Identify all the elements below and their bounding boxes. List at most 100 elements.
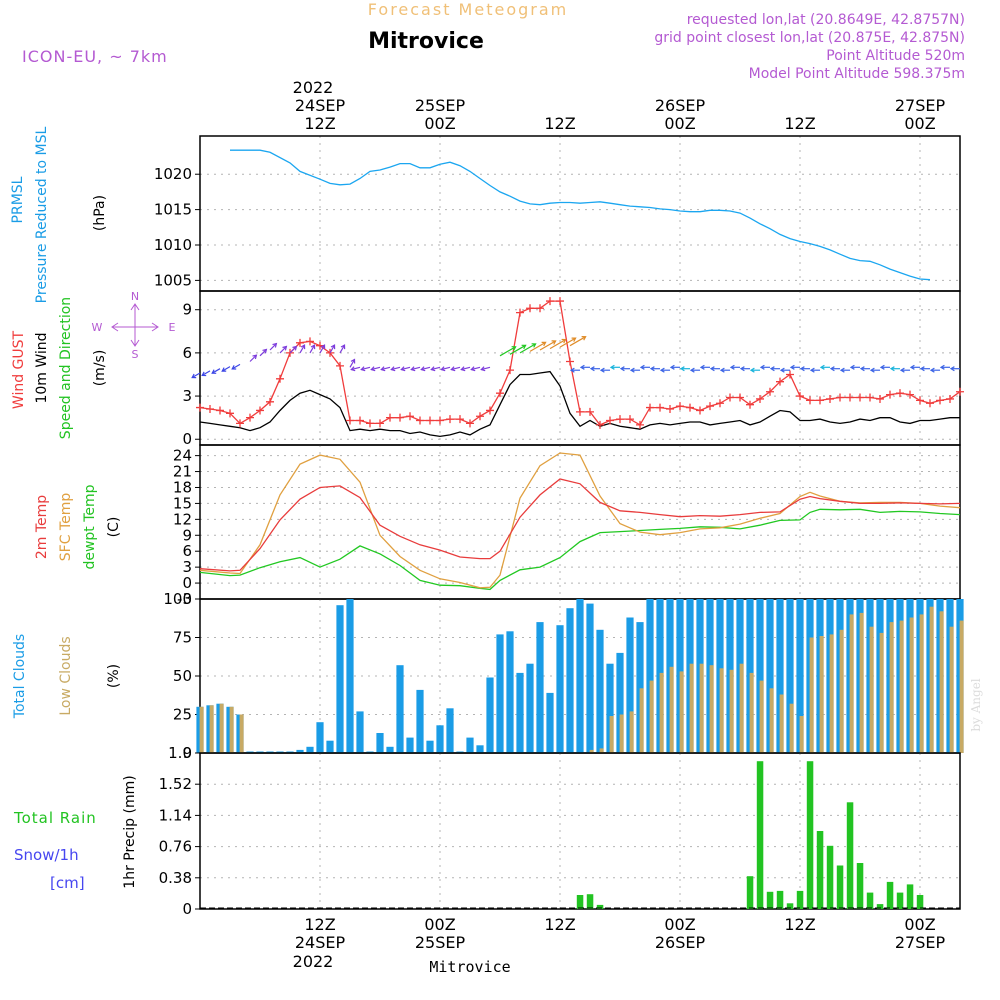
- ytick-label: 0.76: [159, 838, 192, 856]
- gust-marker: [726, 393, 734, 402]
- low-cloud-bar: [699, 663, 704, 753]
- ytick-label: 9: [182, 301, 192, 319]
- compass-w: W: [92, 321, 103, 334]
- gust-marker: [796, 392, 804, 401]
- low-cloud-bar: [709, 665, 714, 753]
- rain-bar: [816, 831, 824, 909]
- low-cloud-bar: [899, 620, 904, 753]
- super-title: Forecast Meteogram: [368, 0, 568, 19]
- ytick-label: 24: [173, 447, 192, 465]
- low-cloud-bar: [769, 688, 774, 753]
- low-cloud-bar: [759, 680, 764, 753]
- bottom-date-label: 27SEP: [895, 933, 946, 952]
- wind-direction-arrow: [201, 370, 211, 376]
- temp-labels: 2m Temp SFC Temp dewpt Temp (C): [34, 484, 122, 569]
- ytick-label: 1.52: [159, 775, 192, 793]
- compass-arrows: [111, 303, 159, 347]
- wind-panel: 0 3 6 9: [182, 290, 964, 448]
- temp-unit: (C): [106, 517, 122, 538]
- gust-marker: [836, 393, 844, 402]
- gust-marker: [486, 406, 494, 415]
- snow-label: Snow/1h: [14, 846, 79, 864]
- wind-direction-arrow: [299, 344, 306, 354]
- wind-arrow-head: [629, 367, 635, 373]
- total-cloud-bar: [316, 722, 324, 753]
- gust-marker: [716, 399, 724, 408]
- wind-direction-arrow: [249, 354, 257, 362]
- wind-arrow-head: [480, 366, 486, 372]
- compass-rose: N S W E: [92, 290, 176, 361]
- model-label: ICON-EU, ~ 7km: [22, 47, 168, 66]
- rain-bar: [806, 761, 814, 909]
- wind-direction-arrow: [481, 366, 491, 371]
- gust-marker: [816, 396, 824, 405]
- gust-marker: [696, 406, 704, 415]
- wind-arrow-head: [511, 346, 517, 351]
- top-hour-label: 00Z: [904, 114, 935, 133]
- rain-bar: [756, 761, 764, 909]
- wind-direction-arrow: [559, 337, 576, 348]
- gust-marker: [456, 415, 464, 424]
- compass-e: E: [169, 321, 176, 334]
- wind-arrow-head: [799, 366, 805, 372]
- pressure-labels: PRMSL Pressure Reduced to MSL (hPa): [10, 126, 108, 303]
- gust-marker: [916, 396, 924, 405]
- top-hour-label: 12Z: [304, 114, 335, 133]
- ytick-label: 21: [173, 463, 192, 481]
- total-cloud-bar: [466, 737, 474, 753]
- low-cloud-bar: [849, 614, 854, 753]
- low-cloud-bar: [199, 706, 204, 753]
- wind-arrow-head: [541, 341, 547, 347]
- gust-marker: [576, 407, 584, 416]
- wind-arrow-head: [749, 367, 755, 373]
- compass-s: S: [132, 348, 139, 361]
- wind-arrow-head: [370, 366, 376, 372]
- wind-arrow-head: [659, 367, 665, 373]
- low-cloud-bar: [909, 617, 914, 753]
- low-cloud-bar: [779, 694, 784, 753]
- total-cloud-bar: [376, 733, 384, 753]
- gust-marker: [626, 415, 634, 424]
- gust-marker: [766, 387, 774, 396]
- wind-direction-arrow: [221, 366, 231, 372]
- wind-arrow-head: [759, 364, 765, 370]
- gust-marker: [266, 397, 274, 406]
- wind-arrow-head: [719, 367, 725, 373]
- bottom-year-label: 2022: [293, 952, 334, 971]
- sfc-label: SFC Temp: [58, 493, 74, 562]
- gust-marker: [246, 413, 254, 422]
- low-cloud-bar: [739, 663, 744, 753]
- low-cloud-bar: [949, 626, 954, 753]
- total-cloud-bar: [776, 599, 784, 753]
- gust-marker: [646, 403, 654, 412]
- wind-arrow-head: [819, 364, 825, 370]
- total-cloud-bar: [486, 677, 494, 753]
- total-cloud-bar: [566, 608, 574, 753]
- ytick-label: 12: [173, 510, 192, 528]
- gust-marker: [526, 304, 534, 313]
- gust-marker: [276, 374, 284, 383]
- gust-marker: [656, 403, 664, 412]
- total-cloud-bar: [626, 617, 634, 753]
- gust-marker: [666, 405, 674, 414]
- gust-marker: [436, 416, 444, 425]
- rain-bar: [776, 890, 784, 909]
- ytick-label: 1005: [154, 271, 192, 289]
- wind-arrow-head: [919, 366, 925, 372]
- gust-marker: [876, 394, 884, 403]
- total-cloud-bar: [426, 740, 434, 753]
- ytick-label: 9: [182, 526, 192, 544]
- low-cloud-bar: [879, 632, 884, 753]
- ytick-label: 75: [173, 629, 192, 647]
- rain-bar: [846, 802, 854, 909]
- wind-arrow-head: [191, 373, 197, 379]
- gust-marker: [366, 419, 374, 428]
- total-cloud-bar: [416, 689, 424, 753]
- wind-direction-arrow: [349, 359, 356, 368]
- wind-arrow-head: [869, 367, 875, 373]
- top-year-label: 2022: [293, 78, 334, 97]
- gust-marker: [866, 393, 874, 402]
- total-cloud-bar: [586, 603, 594, 753]
